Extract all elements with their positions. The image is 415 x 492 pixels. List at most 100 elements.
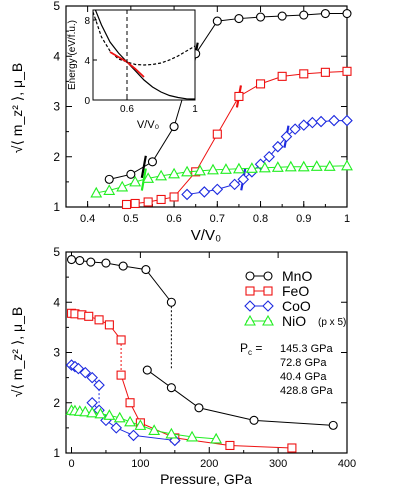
- top-xtick-label: 0.9: [296, 213, 311, 225]
- top-point-coo: [297, 119, 310, 131]
- legend-marker: [263, 286, 273, 296]
- top-point-feo: [143, 197, 153, 207]
- bottom-point-nio: [94, 407, 107, 419]
- top-point-nio: [220, 163, 232, 174]
- legend-marker: [263, 271, 273, 281]
- bottom-point-nio: [86, 406, 99, 418]
- bottom-point-mno: [249, 415, 259, 425]
- top-point-coo: [341, 114, 353, 127]
- top-xtick-label: 1: [344, 213, 350, 225]
- top-point-coo: [289, 123, 301, 135]
- top-point-mno: [126, 169, 136, 179]
- top-point-feo: [156, 194, 166, 205]
- top-point-nio: [155, 169, 168, 181]
- bottom-point-nio: [79, 405, 92, 417]
- pc-value-mno: 145.3 GPa: [280, 343, 333, 355]
- bottom-point-mno: [166, 383, 176, 393]
- top-point-nio: [271, 161, 284, 172]
- inset-bg: [93, 10, 195, 100]
- top-point-mno: [234, 14, 244, 24]
- top-point-feo: [169, 192, 179, 202]
- inset-ytick-label: 4: [84, 56, 90, 67]
- top-point-nio: [103, 184, 116, 195]
- pc-value-nio: 428.8 GPa: [280, 385, 333, 397]
- bottom-point-mno: [118, 261, 128, 271]
- bottom-series-nio: [65, 404, 223, 444]
- top-point-nio: [142, 172, 155, 183]
- bottom-xtick-label: 200: [200, 458, 218, 470]
- bottom-point-mno: [101, 258, 111, 268]
- top-point-coo: [228, 178, 241, 191]
- bottom-xtick-label: 0: [68, 458, 74, 470]
- bottom-xtick-label: 400: [338, 458, 356, 470]
- top-ytick-label: 1: [53, 200, 60, 214]
- bottom-point-mno: [141, 265, 151, 275]
- top-point-nio: [116, 180, 129, 192]
- legend-marker: [245, 286, 255, 296]
- top-series-coo: [181, 114, 353, 201]
- inset-content: 0.6 1 0 4 8: [84, 10, 198, 115]
- legend-label: FeO: [282, 283, 309, 299]
- legend-marker: [245, 271, 255, 281]
- top-point-nio: [90, 186, 103, 198]
- bottom-series-group: [65, 254, 338, 453]
- legend-marker: [262, 300, 274, 312]
- bottom-xtick-label: 100: [131, 458, 149, 470]
- bottom-line-feo: [120, 374, 292, 449]
- top-series-group: [90, 8, 353, 210]
- top-panel: 0.4 0.5 0.6 0.7 0.8 0.9 1 1 2 3 4 5 V/V₀ √⟨ m_z² ⟩,…: [9, 0, 353, 244]
- bottom-point-coo: [110, 422, 123, 434]
- pc-value-coo: 40.4 GPa: [280, 371, 327, 383]
- inset-ytick-label: 0: [84, 96, 90, 107]
- pc-value-feo: 72.8 GPa: [280, 357, 327, 369]
- top-point-feo: [299, 69, 309, 79]
- pc-symbol: P: [240, 341, 248, 355]
- bottom-point-coo: [72, 362, 85, 375]
- top-point-mno: [299, 10, 309, 20]
- top-point-nio: [181, 165, 193, 177]
- bottom-series-feo: [66, 308, 297, 453]
- top-ylabel: √⟨ m_z² ⟩, μ_B: [9, 63, 25, 153]
- bottom-point-coo: [79, 366, 92, 379]
- bottom-point-mno: [75, 255, 85, 266]
- top-point-nio: [310, 160, 323, 171]
- top-xtick-label: 0.8: [253, 213, 268, 225]
- bottom-point-mno: [86, 257, 96, 267]
- legend-label: NiO: [282, 313, 306, 329]
- top-transition-marker: [140, 168, 147, 191]
- inset-curve-1: [93, 11, 195, 66]
- bottom-point-nio: [148, 424, 161, 435]
- top-point-nio: [194, 164, 206, 176]
- top-point-nio: [284, 160, 297, 172]
- bottom-point-nio: [186, 430, 198, 442]
- top-point-mno: [169, 122, 179, 132]
- bottom-ytick-label: 3: [53, 346, 60, 360]
- inset-frame: [92, 9, 196, 101]
- bottom-series-coo: [65, 359, 181, 447]
- inset-ylabel: Energy (eV/f.u.): [67, 20, 78, 90]
- bottom-point-feo: [225, 440, 235, 451]
- bottom-point-feo: [94, 315, 104, 325]
- inset-xlabel: V/V₀: [137, 119, 159, 131]
- top-point-coo: [211, 183, 224, 196]
- top-point-coo: [328, 114, 340, 127]
- bottom-ytick-label: 2: [53, 396, 60, 410]
- top-point-nio: [232, 162, 245, 174]
- top-ytick-label: 5: [53, 0, 60, 13]
- bottom-ytick-label: 4: [53, 295, 60, 309]
- legend-item-feo: FeO: [245, 283, 309, 299]
- bottom-point-mno: [142, 365, 152, 375]
- top-point-coo: [181, 188, 193, 201]
- top-point-nio: [245, 162, 258, 173]
- legend-marker: [262, 314, 274, 326]
- top-series-nio: [90, 159, 353, 198]
- top-point-feo: [277, 71, 287, 81]
- top-point-mno: [277, 11, 287, 21]
- top-point-feo: [130, 198, 140, 209]
- legend-item-coo: CoO: [244, 298, 311, 314]
- top-xtick-label: 0.5: [123, 213, 138, 225]
- inset-curve-0: [94, 10, 195, 100]
- top-point-nio: [129, 175, 142, 187]
- legend-item-mno: MnO: [245, 268, 312, 284]
